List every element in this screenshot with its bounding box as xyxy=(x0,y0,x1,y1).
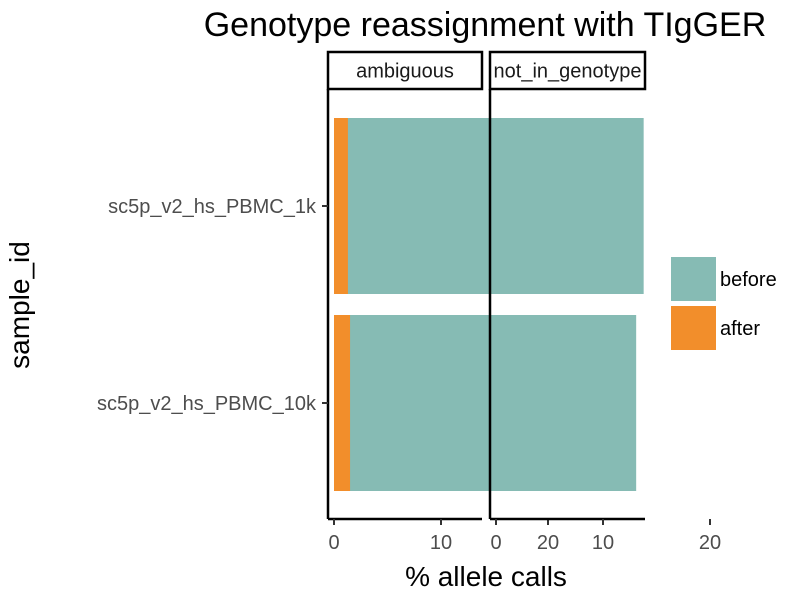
y-axis: sc5p_v2_hs_PBMC_1k sc5p_v2_hs_PBMC_10k xyxy=(97,196,328,415)
y-tick-label: sc5p_v2_hs_PBMC_10k xyxy=(97,393,317,415)
x-tick-label: 10 xyxy=(592,532,614,554)
y-axis-title: sample_id xyxy=(4,241,35,369)
facet-strip-label: not_in_genotype xyxy=(494,61,642,83)
legend-label-after: after xyxy=(720,318,760,340)
legend-key-after xyxy=(671,306,716,350)
legend-label-before: before xyxy=(720,269,777,291)
facet-strip-label: ambiguous xyxy=(356,61,454,83)
x-tick-label: 20 xyxy=(537,532,559,554)
legend-key-before xyxy=(671,257,716,301)
x-tick-label: 10 xyxy=(430,532,452,554)
y-tick-label: sc5p_v2_hs_PBMC_1k xyxy=(108,196,317,218)
x-tick-label: 0 xyxy=(328,532,339,554)
facet-strip xyxy=(488,50,647,91)
facet-strip xyxy=(326,50,484,91)
facet-panels: ambiguous 0 10 20 not_in_genotype 0 10 20 xyxy=(326,50,721,554)
facet-panel-not-in-genotype: not_in_genotype 0 10 20 xyxy=(488,50,721,554)
x-axis-title: % allele calls xyxy=(405,561,567,592)
bar-after xyxy=(334,118,348,294)
x-tick-label: 0 xyxy=(490,532,501,554)
bar-before xyxy=(496,118,644,294)
chart-title: Genotype reassignment with TIgGER xyxy=(204,6,767,44)
legend: before after xyxy=(671,257,777,350)
bar-before xyxy=(496,315,637,491)
bar-after xyxy=(334,315,351,491)
x-tick-label: 20 xyxy=(699,532,721,554)
